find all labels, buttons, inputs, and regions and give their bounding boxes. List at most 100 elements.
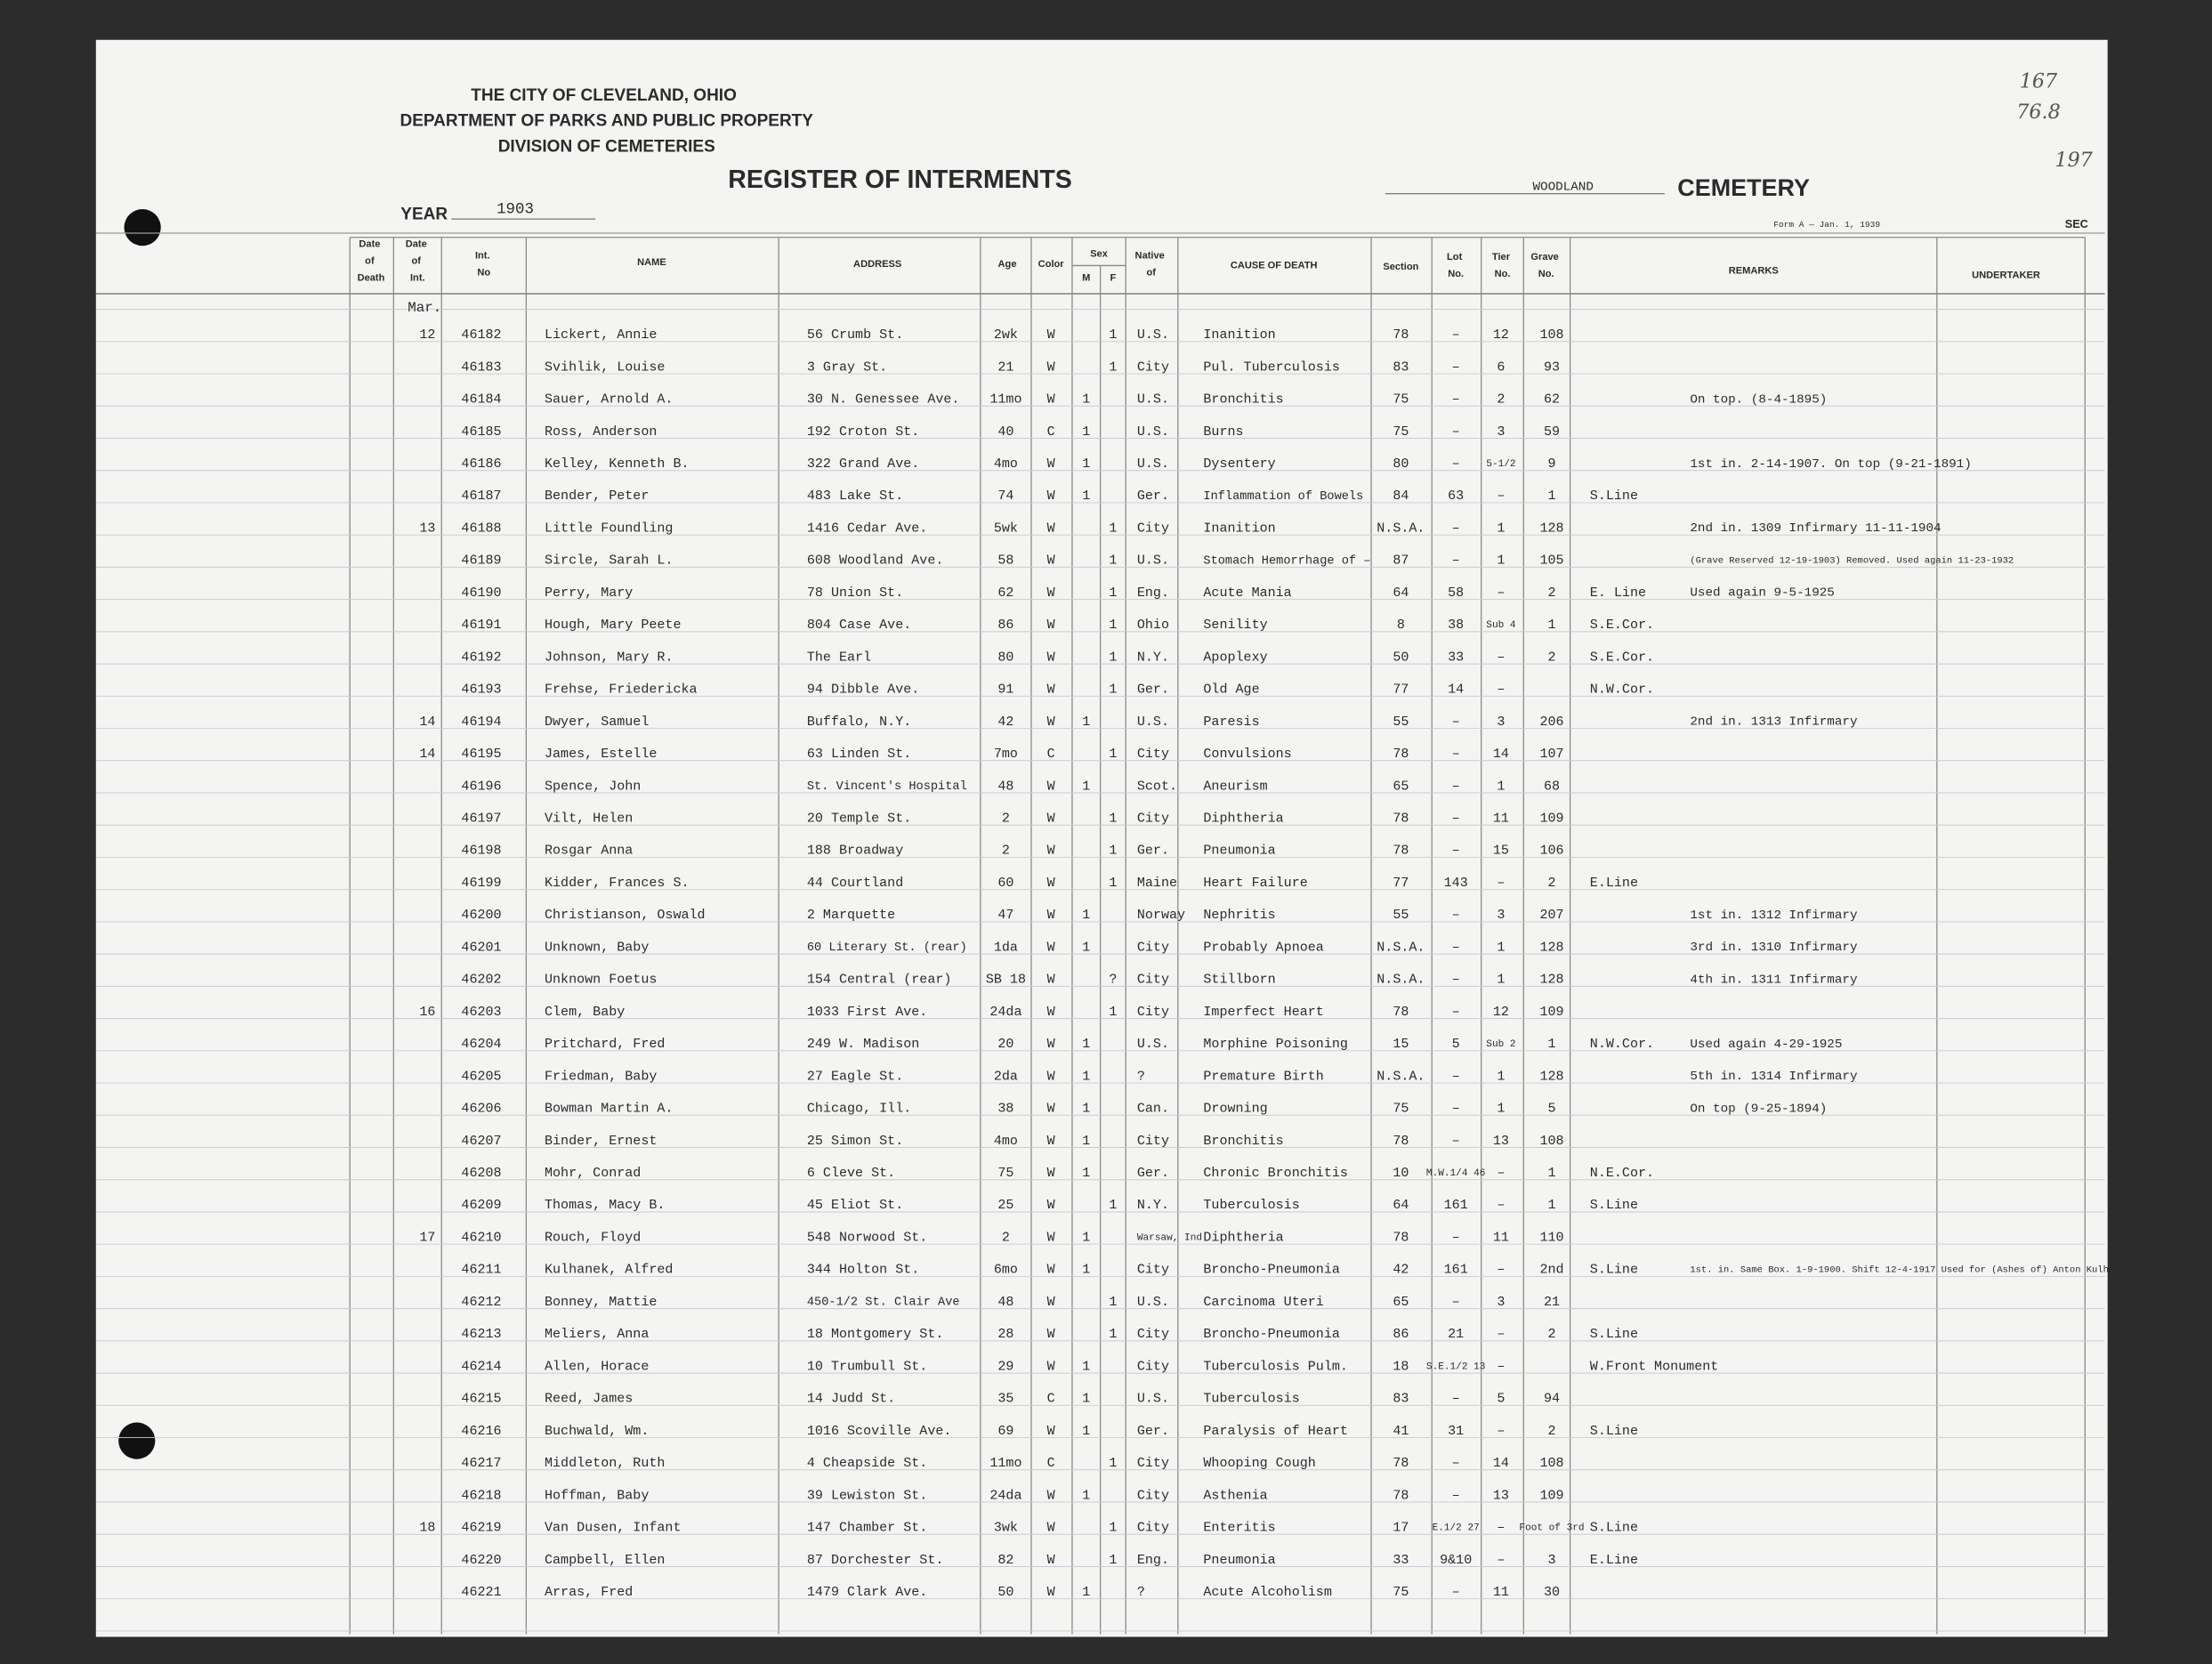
- section: 33: [1393, 1552, 1409, 1568]
- age: SB 18: [986, 972, 1026, 988]
- section: N.S.A.: [1376, 939, 1425, 955]
- color: W: [1047, 1004, 1056, 1020]
- lot-number: –: [1452, 424, 1460, 440]
- age: 4mo: [994, 1133, 1018, 1149]
- sex-female: 1: [1109, 359, 1117, 375]
- cause-of-death: Probably Apnoea: [1203, 939, 1323, 955]
- age: 2: [1002, 843, 1010, 859]
- remarks: 1st. in. Same Box. 1-9-1900. Shift 12-4-…: [1690, 1264, 2181, 1275]
- grave-number: 107: [1539, 746, 1563, 762]
- section: 78: [1393, 811, 1409, 827]
- grave-number: 128: [1539, 972, 1563, 988]
- name: Thomas, Macy B.: [545, 1197, 665, 1213]
- grave-number: 2: [1547, 1326, 1555, 1342]
- sex-female: 1: [1109, 843, 1117, 859]
- address: 94 Dibble Ave.: [807, 682, 919, 698]
- remarks: On top (9-25-1894): [1690, 1102, 1827, 1116]
- column-header: M: [1082, 273, 1090, 284]
- remarks: 1st in. 1312 Infirmary: [1690, 909, 1858, 923]
- column-headers: Date of Death Date of Int. Int. No NAME ADDR…: [358, 239, 2040, 284]
- lot-number: 9&10: [1440, 1552, 1472, 1568]
- lot-number: –: [1452, 392, 1460, 408]
- grave-number: 21: [1544, 1294, 1560, 1310]
- section: 75: [1393, 392, 1409, 408]
- interment-number: 46202: [461, 972, 501, 988]
- sex-male: 1: [1082, 1391, 1090, 1407]
- interment-number: 46209: [461, 1197, 501, 1213]
- sex-male: 1: [1082, 1036, 1090, 1052]
- name: Campbell, Ellen: [545, 1552, 665, 1568]
- paper: [95, 39, 2108, 1637]
- grave-number: 5: [1547, 1101, 1555, 1117]
- cause-of-death: Asthenia: [1203, 1487, 1267, 1503]
- age: 74: [997, 488, 1013, 504]
- section: N.S.A.: [1376, 1068, 1425, 1084]
- tier-number: –: [1497, 1165, 1505, 1181]
- age: 48: [997, 778, 1013, 794]
- address: 192 Croton St.: [807, 424, 919, 440]
- sex-female: 1: [1109, 1326, 1117, 1342]
- address: 249 W. Madison: [807, 1036, 919, 1052]
- lot-number: –: [1452, 456, 1460, 472]
- native-of: U.S.: [1137, 553, 1169, 569]
- interment-number: 46214: [461, 1358, 501, 1374]
- color: W: [1047, 1552, 1056, 1568]
- location-note: N.W.Cor.: [1590, 1036, 1654, 1052]
- name: Christianson, Oswald: [545, 907, 706, 923]
- sex-female: 1: [1109, 1004, 1117, 1020]
- tier-number: –: [1497, 1326, 1505, 1342]
- tier-number: 3: [1497, 424, 1505, 440]
- location-note: S.Line: [1590, 1262, 1638, 1278]
- month-label: Mar.: [408, 300, 441, 316]
- color: W: [1047, 843, 1056, 859]
- age: 82: [997, 1552, 1013, 1568]
- column-header: UNDERTAKER: [1972, 270, 2040, 280]
- color: W: [1047, 1101, 1056, 1117]
- date-of-interment: 12: [419, 327, 435, 343]
- native-of: City: [1137, 1455, 1169, 1471]
- remarks: 2nd in. 1313 Infirmary: [1690, 715, 1858, 730]
- age: 2wk: [994, 327, 1018, 343]
- address: 2 Marquette: [807, 907, 895, 923]
- lot-number: –: [1452, 327, 1460, 343]
- color: W: [1047, 553, 1056, 569]
- grave-number: 128: [1539, 1068, 1563, 1084]
- tier-number: 14: [1493, 746, 1509, 762]
- interment-number: 46193: [461, 682, 501, 698]
- tier-number: –: [1497, 488, 1505, 504]
- interment-number: 46204: [461, 1036, 501, 1052]
- tier-number: –: [1497, 1358, 1505, 1374]
- color: W: [1047, 907, 1056, 923]
- address: 25 Simon St.: [807, 1133, 903, 1149]
- section: N.S.A.: [1376, 520, 1425, 536]
- name: James, Estelle: [545, 746, 657, 762]
- lot-number: –: [1452, 1584, 1460, 1600]
- name: Perry, Mary: [545, 585, 633, 601]
- column-header: Date of Death: [358, 239, 385, 284]
- cause-of-death: Tuberculosis: [1203, 1391, 1299, 1407]
- section: 86: [1393, 1326, 1409, 1342]
- sex-male: 1: [1082, 1101, 1090, 1117]
- remarks: 3rd in. 1310 Infirmary: [1690, 941, 1858, 955]
- sex-female: 1: [1109, 617, 1117, 633]
- address: 44 Courtland: [807, 875, 903, 891]
- tier-number: 11: [1493, 811, 1509, 827]
- section: 55: [1393, 907, 1409, 923]
- lot-number: –: [1452, 811, 1460, 827]
- color: W: [1047, 1165, 1056, 1181]
- section: 75: [1393, 1584, 1409, 1600]
- tier-number: Sub 4: [1486, 620, 1516, 631]
- native-of: U.S.: [1137, 714, 1169, 730]
- cause-of-death: Broncho-Pneumonia: [1203, 1262, 1340, 1278]
- lot-number: 21: [1448, 1326, 1464, 1342]
- native-of: Ger.: [1137, 682, 1169, 698]
- name: Hoffman, Baby: [545, 1487, 649, 1503]
- grave-number: 59: [1544, 424, 1560, 440]
- sex-female: 1: [1109, 520, 1117, 536]
- tier-number: 2: [1497, 392, 1505, 408]
- cause-of-death: Imperfect Heart: [1203, 1004, 1323, 1020]
- tier-number: –: [1497, 649, 1505, 665]
- cause-of-death: Tuberculosis: [1203, 1197, 1299, 1213]
- section: 77: [1393, 682, 1409, 698]
- section: 78: [1393, 1487, 1409, 1503]
